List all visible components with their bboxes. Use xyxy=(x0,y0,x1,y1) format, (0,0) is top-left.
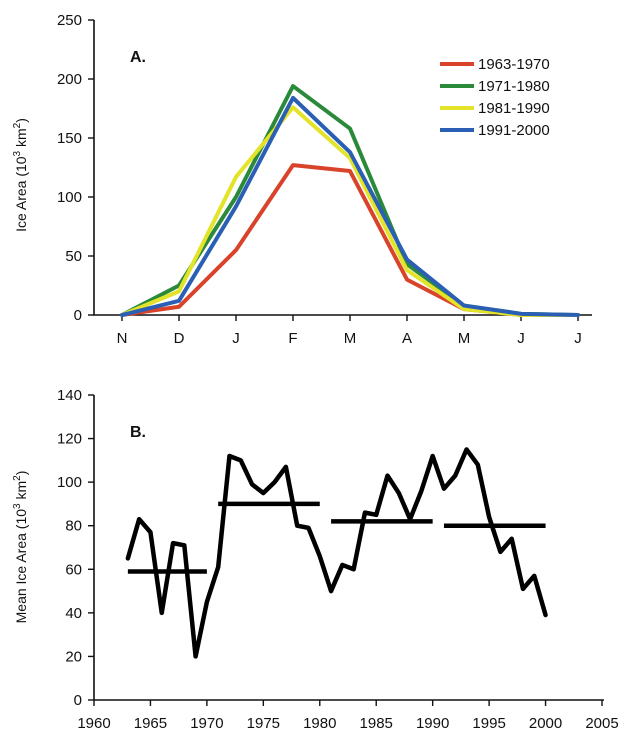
panel-b-x-tick-label: 1985 xyxy=(360,715,393,732)
panel-a-y-tick-label: 200 xyxy=(57,71,82,88)
panel-b-y-tick-label: 80 xyxy=(65,518,82,535)
panel-a-y-tick-label: 0 xyxy=(74,307,82,324)
panel-b-y-tick-label: 120 xyxy=(57,431,82,448)
panel-a-label: A. xyxy=(130,49,146,66)
panel-a-y-tick-label: 150 xyxy=(57,130,82,147)
panel-a-series-line xyxy=(120,163,580,317)
panel-a-x-tick-label: J xyxy=(517,330,525,347)
panel-a-x-tick-label: M xyxy=(344,330,357,347)
panel-b-x-tick-label: 1965 xyxy=(134,715,167,732)
panel-b-label: B. xyxy=(130,424,146,441)
panel-a-y-tick-label: 250 xyxy=(57,12,82,29)
panel-b-x-tick-label: 1995 xyxy=(472,715,505,732)
panel-b-x-tick-label: 1975 xyxy=(247,715,280,732)
panel-a-x-tick-label: J xyxy=(574,330,582,347)
panel-b-y-axis-title: Mean Ice Area (103 km2) xyxy=(12,471,29,624)
panel-a-x-tick-label: F xyxy=(288,330,297,347)
panel-a-legend-label: 1981-1990 xyxy=(478,100,550,117)
panel-a-legend-label: 1971-1980 xyxy=(478,78,550,95)
panel-a-legend-label: 1991-2000 xyxy=(478,122,550,139)
panel-a-series-line xyxy=(120,95,580,317)
panel-a-x-tick-label: M xyxy=(458,330,471,347)
panel-b-x-tick-label: 2005 xyxy=(585,715,618,732)
panel-a-legend-label: 1963-1970 xyxy=(478,56,550,73)
panel-a-y-axis-title: Ice Area (103 km2) xyxy=(12,118,29,232)
panel-a-x-tick-label: D xyxy=(174,330,185,347)
panel-a-x-tick-label: A xyxy=(402,330,412,347)
panel-b-x-tick-label: 1990 xyxy=(416,715,449,732)
panel-b-y-tick-label: 40 xyxy=(65,605,82,622)
panel-b-y-tick-label: 140 xyxy=(57,387,82,404)
panel-b-y-tick-label: 20 xyxy=(65,648,82,665)
panel-b-y-tick-label: 0 xyxy=(74,692,82,709)
panel-a: A. Ice Area (103 km2) 0 50 100 150 200 250 N D J… xyxy=(12,12,592,347)
panel-b-series-line xyxy=(125,447,548,659)
panel-b-x-tick-label: 1960 xyxy=(77,715,110,732)
panel-b-x-tick-label: 2000 xyxy=(529,715,562,732)
panel-b-x-tick-label: 1980 xyxy=(303,715,336,732)
panel-b: B. Mean Ice Area (103 km2) 0 20 40 60 80 100 1… xyxy=(12,387,619,732)
panel-a-y-tick-label: 50 xyxy=(65,248,82,265)
panel-a-y-tick-label: 100 xyxy=(57,189,82,206)
panel-b-y-tick-label: 100 xyxy=(57,474,82,491)
panel-b-y-tick-label: 60 xyxy=(65,561,82,578)
panel-a-x-tick-label: N xyxy=(117,330,128,347)
panel-a-x-tick-label: J xyxy=(232,330,240,347)
panel-b-x-tick-label: 1970 xyxy=(190,715,223,732)
